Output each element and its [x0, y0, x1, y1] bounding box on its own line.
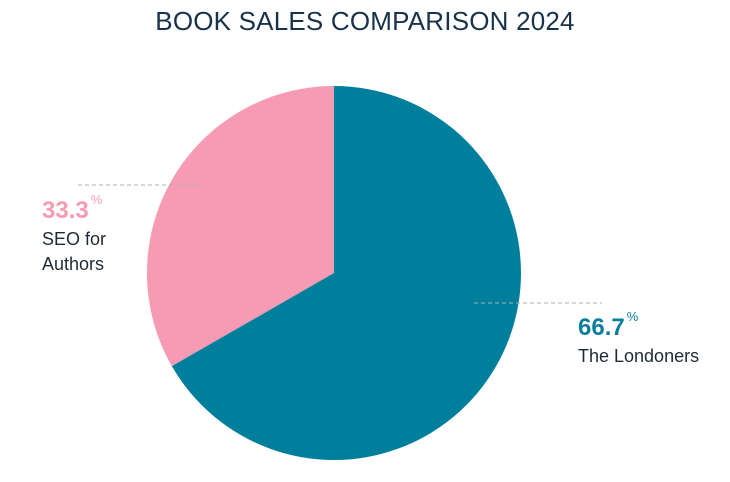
percent-row: 33.3 % [42, 193, 152, 224]
pie-slice-seo-for-authors [146, 86, 334, 367]
percent-value: 66.7 [578, 314, 625, 341]
percent-sign: % [626, 309, 639, 324]
percent-sign: % [90, 192, 103, 207]
slice-name-line-1: SEO for [42, 229, 107, 249]
slice-name: SEO for Authors [42, 227, 152, 277]
slice-name-line-2: Authors [42, 254, 105, 274]
chart-title: BOOK SALES COMPARISON 2024 [155, 6, 575, 36]
percent-value: 33.3 [42, 197, 89, 224]
pie-slice-the-londoners [171, 86, 522, 460]
pie-slices [146, 86, 522, 460]
slice-name: The Londoners [578, 346, 700, 366]
percent-row: 66.7 % [578, 310, 728, 341]
slice-label-the-londoners: 66.7 % The Londoners [578, 310, 728, 369]
slice-label-seo-for-authors: 33.3 % SEO for Authors [42, 193, 152, 277]
